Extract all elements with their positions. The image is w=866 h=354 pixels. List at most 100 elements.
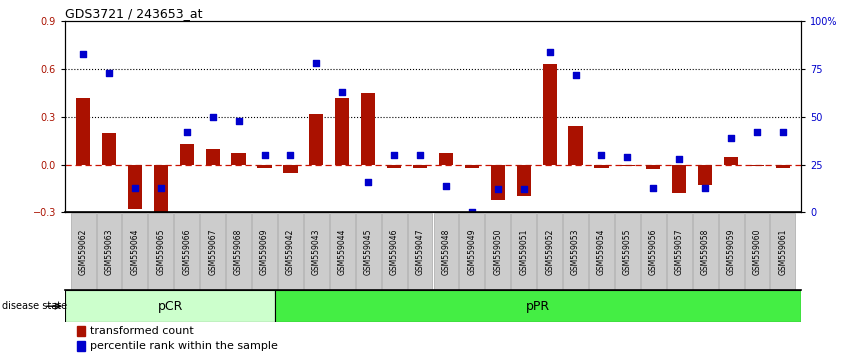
Point xyxy=(439,183,453,188)
Point xyxy=(387,152,401,158)
Text: GSM559047: GSM559047 xyxy=(416,228,424,275)
Text: GSM559044: GSM559044 xyxy=(338,228,346,275)
FancyBboxPatch shape xyxy=(408,213,432,290)
FancyBboxPatch shape xyxy=(174,213,199,290)
Text: GSM559045: GSM559045 xyxy=(364,228,372,275)
Text: GSM559068: GSM559068 xyxy=(234,228,243,275)
FancyBboxPatch shape xyxy=(434,213,458,290)
Bar xyxy=(439,153,453,165)
Bar xyxy=(491,165,505,200)
FancyBboxPatch shape xyxy=(148,213,173,290)
Text: GSM559056: GSM559056 xyxy=(649,228,658,275)
Point xyxy=(620,154,634,160)
Point xyxy=(465,210,479,215)
FancyBboxPatch shape xyxy=(275,290,801,322)
Bar xyxy=(646,165,661,169)
Bar xyxy=(672,165,687,193)
Bar xyxy=(179,144,194,165)
Point xyxy=(750,129,764,135)
Point xyxy=(672,156,686,162)
Text: GDS3721 / 243653_at: GDS3721 / 243653_at xyxy=(65,7,203,20)
Text: disease state: disease state xyxy=(2,301,67,311)
Point xyxy=(698,185,712,190)
Text: GSM559067: GSM559067 xyxy=(208,228,217,275)
FancyBboxPatch shape xyxy=(65,290,275,322)
Point xyxy=(776,129,790,135)
FancyBboxPatch shape xyxy=(200,213,225,290)
Point xyxy=(154,185,168,190)
FancyBboxPatch shape xyxy=(719,213,744,290)
Bar xyxy=(128,165,142,209)
Text: pCR: pCR xyxy=(158,300,183,313)
FancyBboxPatch shape xyxy=(563,213,588,290)
Bar xyxy=(77,326,86,336)
Bar xyxy=(205,149,220,165)
Point xyxy=(543,49,557,55)
FancyBboxPatch shape xyxy=(641,213,666,290)
FancyBboxPatch shape xyxy=(615,213,640,290)
Bar xyxy=(698,165,712,185)
FancyBboxPatch shape xyxy=(71,213,95,290)
Point xyxy=(595,152,609,158)
Text: GSM559065: GSM559065 xyxy=(157,228,165,275)
Bar xyxy=(231,153,246,165)
Bar xyxy=(102,133,116,165)
Bar xyxy=(568,126,583,165)
FancyBboxPatch shape xyxy=(278,213,303,290)
Text: GSM559057: GSM559057 xyxy=(675,228,684,275)
Bar xyxy=(724,156,738,165)
Text: GSM559049: GSM559049 xyxy=(468,228,476,275)
Text: GSM559043: GSM559043 xyxy=(312,228,321,275)
FancyBboxPatch shape xyxy=(252,213,277,290)
Point xyxy=(335,89,349,95)
FancyBboxPatch shape xyxy=(97,213,121,290)
Text: GSM559060: GSM559060 xyxy=(753,228,761,275)
Point xyxy=(232,118,246,124)
Bar xyxy=(387,165,401,168)
FancyBboxPatch shape xyxy=(589,213,614,290)
Text: GSM559058: GSM559058 xyxy=(701,228,709,275)
Point xyxy=(724,135,738,141)
Point xyxy=(646,185,660,190)
Bar xyxy=(620,165,635,166)
Bar xyxy=(413,165,427,168)
Text: transformed count: transformed count xyxy=(90,326,194,336)
Bar xyxy=(542,64,557,165)
Text: pPR: pPR xyxy=(526,300,550,313)
Text: GSM559052: GSM559052 xyxy=(545,228,554,275)
Point xyxy=(569,72,583,78)
FancyBboxPatch shape xyxy=(382,213,406,290)
FancyBboxPatch shape xyxy=(356,213,381,290)
Point xyxy=(180,129,194,135)
FancyBboxPatch shape xyxy=(122,213,147,290)
FancyBboxPatch shape xyxy=(304,213,329,290)
Bar xyxy=(776,165,790,168)
Text: GSM559046: GSM559046 xyxy=(390,228,398,275)
FancyBboxPatch shape xyxy=(745,213,769,290)
Point xyxy=(283,152,297,158)
Bar xyxy=(594,165,609,168)
Text: GSM559050: GSM559050 xyxy=(494,228,502,275)
Text: GSM559053: GSM559053 xyxy=(571,228,580,275)
Bar xyxy=(361,93,375,165)
Bar xyxy=(335,98,349,165)
Point xyxy=(206,114,220,120)
Text: GSM559066: GSM559066 xyxy=(182,228,191,275)
Point xyxy=(128,185,142,190)
Bar xyxy=(309,114,324,165)
Point xyxy=(413,152,427,158)
Point xyxy=(517,187,531,192)
Bar xyxy=(465,165,479,168)
Text: GSM559042: GSM559042 xyxy=(286,228,295,275)
FancyBboxPatch shape xyxy=(460,213,484,290)
Bar xyxy=(257,165,272,168)
Bar xyxy=(517,165,531,196)
FancyBboxPatch shape xyxy=(485,213,510,290)
Text: GSM559048: GSM559048 xyxy=(442,228,450,275)
Point xyxy=(361,179,375,185)
Text: GSM559051: GSM559051 xyxy=(520,228,528,275)
FancyBboxPatch shape xyxy=(330,213,355,290)
FancyBboxPatch shape xyxy=(511,213,536,290)
Text: GSM559063: GSM559063 xyxy=(105,228,113,275)
Point xyxy=(491,187,505,192)
